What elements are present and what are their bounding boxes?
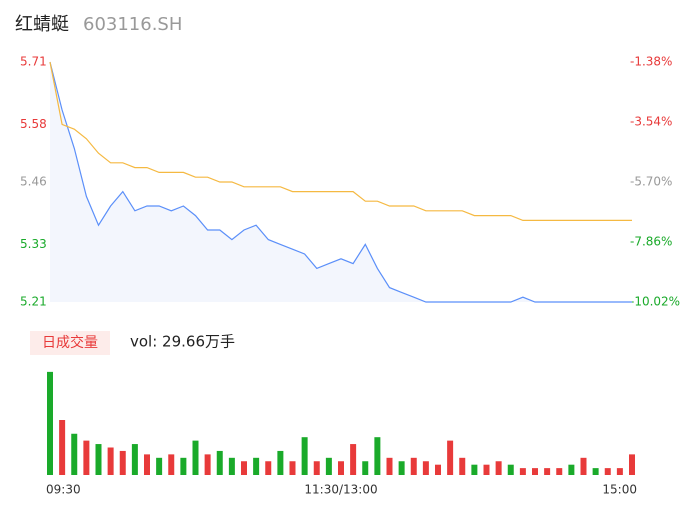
volume-bar (338, 461, 344, 475)
x-tick-label: 15:00 (602, 483, 637, 497)
volume-bar (556, 468, 563, 475)
volume-bar (459, 457, 466, 475)
volume-bar (604, 468, 611, 475)
volume-bar (422, 461, 429, 475)
volume-bar (519, 468, 526, 475)
volume-bar (447, 440, 454, 475)
volume-bar (507, 464, 514, 475)
volume-bar (313, 461, 320, 475)
volume-bar (59, 420, 66, 475)
volume-bar (471, 464, 478, 475)
volume-bar (131, 444, 138, 475)
y2-tick-label: -3.54% (630, 115, 672, 129)
volume-bar (228, 457, 235, 475)
volume-bar (616, 468, 623, 475)
x-tick-label: 09:30 (46, 483, 81, 497)
volume-bar (253, 457, 260, 475)
volume-bar (350, 444, 357, 475)
volume-bar (483, 464, 490, 475)
price-line (49, 61, 632, 303)
y-tick-label: 5.21 (20, 295, 47, 309)
volume-bar (83, 440, 90, 475)
volume-bar (192, 440, 199, 475)
volume-bar (107, 447, 114, 475)
volume-bar (325, 457, 332, 475)
volume-bar (544, 468, 551, 475)
volume-bar (580, 457, 587, 475)
price-area (50, 62, 632, 302)
y-tick-label: 5.33 (20, 237, 47, 251)
y2-tick-label: -7.86% (630, 235, 672, 249)
volume-bar (289, 461, 296, 475)
volume-bar (265, 461, 272, 475)
volume-bar (398, 461, 405, 475)
average-line (49, 61, 632, 221)
volume-bar (156, 457, 163, 475)
volume-bar (495, 461, 502, 475)
y2-tick-label: -5.70% (630, 175, 672, 189)
volume-bar (592, 468, 599, 475)
volume-bar (301, 437, 308, 475)
volume-bar (277, 450, 284, 475)
volume-bar (47, 371, 53, 475)
volume-bar (241, 461, 247, 475)
y2-tick-label: -1.38% (630, 55, 672, 69)
y-tick-label: 5.71 (20, 55, 47, 69)
volume-bar (204, 454, 211, 475)
volume-bar (410, 457, 417, 475)
volume-bar (532, 468, 538, 475)
volume-bar (216, 450, 223, 475)
volume-title: 日成交量 (42, 334, 98, 351)
volume-bar (568, 464, 575, 475)
volume-bar (71, 433, 78, 475)
y-tick-label: 5.58 (20, 117, 47, 131)
x-tick-label: 11:30/13:00 (304, 483, 377, 497)
volume-bar (386, 457, 393, 475)
volume-total: vol: 29.66万手 (130, 333, 235, 351)
volume-bar (374, 437, 381, 475)
volume-bar (435, 464, 441, 475)
volume-bar (95, 444, 102, 475)
volume-bar (629, 454, 635, 475)
volume-bar (144, 454, 150, 475)
volume-bar (180, 457, 187, 475)
volume-bar (119, 450, 126, 475)
y2-tick-label: -10.02% (630, 295, 680, 309)
stock-code: 603116.SH (83, 14, 182, 35)
volume-label-bg (30, 331, 110, 355)
volume-bar (362, 461, 369, 475)
stock-name: 红蜻蜓 (15, 14, 69, 35)
y-tick-label: 5.46 (20, 175, 47, 189)
volume-bar (168, 454, 175, 475)
